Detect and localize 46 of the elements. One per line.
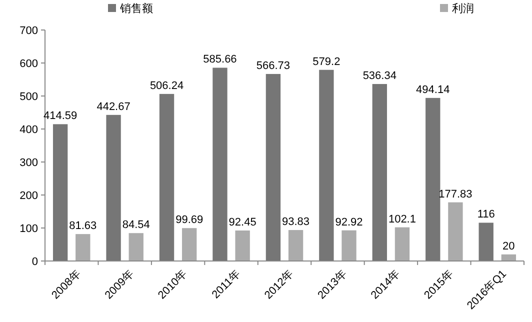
data-label: 92.45 (228, 216, 256, 228)
y-tick-label: 400 (20, 124, 38, 136)
legend-label: 利润 (452, 2, 474, 15)
y-tick-label: 500 (20, 90, 38, 103)
data-label: 414.59 (43, 110, 78, 122)
data-label: 116 (477, 208, 495, 221)
bar (394, 227, 410, 261)
data-label: 92.92 (335, 216, 363, 228)
y-tick-label: 0 (32, 256, 38, 268)
y-tick-label: 600 (20, 58, 38, 70)
data-label: 102.1 (388, 213, 416, 226)
bar (342, 230, 356, 261)
data-label: 494.14 (416, 84, 450, 96)
y-tick-label: 200 (20, 190, 38, 202)
data-label: 99.69 (176, 214, 204, 226)
y-tick-label: 300 (20, 156, 38, 169)
data-label: 536.34 (362, 70, 396, 82)
bar (212, 68, 228, 261)
bar (372, 84, 387, 261)
bar (235, 230, 250, 261)
y-tick-label: 100 (20, 222, 38, 235)
data-label: 177.83 (438, 188, 472, 200)
y-tick-label: 700 (20, 24, 38, 37)
data-label: 93.83 (282, 216, 310, 228)
bar (52, 124, 68, 261)
data-label: 20 (502, 240, 515, 252)
data-label: 84.54 (122, 219, 150, 232)
bar (288, 230, 304, 261)
data-label: 566.73 (256, 60, 290, 72)
legend-label: 销售额 (119, 2, 153, 15)
data-label: 585.66 (203, 54, 237, 66)
data-label: 81.63 (69, 220, 97, 232)
bar (501, 254, 516, 261)
bar (76, 234, 90, 261)
bar (448, 202, 463, 261)
data-label: 579.2 (312, 56, 340, 68)
bar (182, 228, 197, 261)
bar (319, 70, 334, 261)
bar (128, 233, 144, 261)
data-label: 442.67 (96, 100, 130, 113)
bar (426, 98, 440, 261)
bar (106, 114, 121, 261)
data-label: 506.24 (150, 80, 184, 92)
bar (266, 74, 281, 261)
bar (478, 222, 494, 261)
bar (159, 94, 174, 261)
